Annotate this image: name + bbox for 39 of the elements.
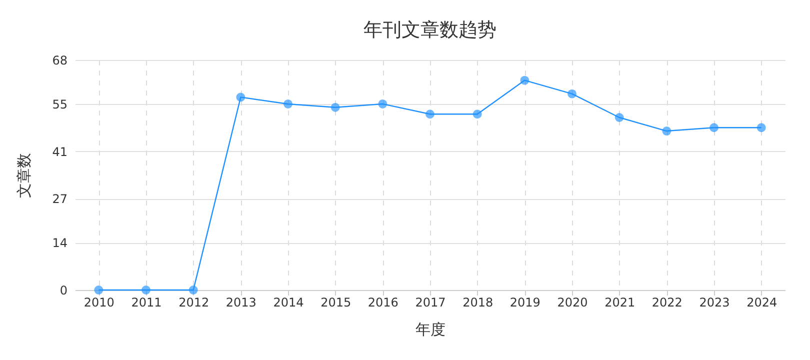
point [284,100,292,108]
x-tick-label: 2013 [226,296,256,310]
x-tick-label: 2016 [368,296,398,310]
point [472,110,482,119]
y-axis-title: 文章数 [15,153,34,198]
y-tick-label: 55 [52,97,68,112]
point [330,102,340,112]
y-tick-label: 41 [52,144,68,159]
point [662,126,672,136]
x-tick-label: 2011 [131,296,162,310]
point [568,89,576,98]
x-tick-label: 2014 [273,296,304,310]
x-tick-label: 2024 [746,296,778,310]
point [142,286,150,294]
point [378,100,388,108]
chart-title: 年刊文章数趋势 [364,19,496,41]
point [756,123,766,132]
point [710,123,718,132]
point [188,286,198,294]
y-tick-label: 14 [52,236,68,250]
x-tick-label: 2017 [415,296,446,310]
x-tick-label: 2023 [699,296,730,310]
point [614,113,624,122]
point [94,286,104,294]
y-tick-label: 0 [60,284,68,298]
point [520,76,530,85]
point [236,92,246,102]
x-tick-label: 2015 [320,296,352,310]
x-tick-label: 2019 [510,296,540,310]
x-tick-label: 2012 [178,296,210,310]
x-axis-title: 年度 [416,320,446,338]
y-tick-label: 27 [52,192,68,206]
x-tick-label: 2021 [604,296,636,310]
x-tick-label: 2018 [462,296,494,310]
y-tick-label: 68 [52,54,68,68]
x-tick-label: 2010 [84,296,114,310]
x-tick-label: 2020 [557,296,588,310]
x-tick-label: 2022 [652,296,682,310]
point [426,110,434,119]
